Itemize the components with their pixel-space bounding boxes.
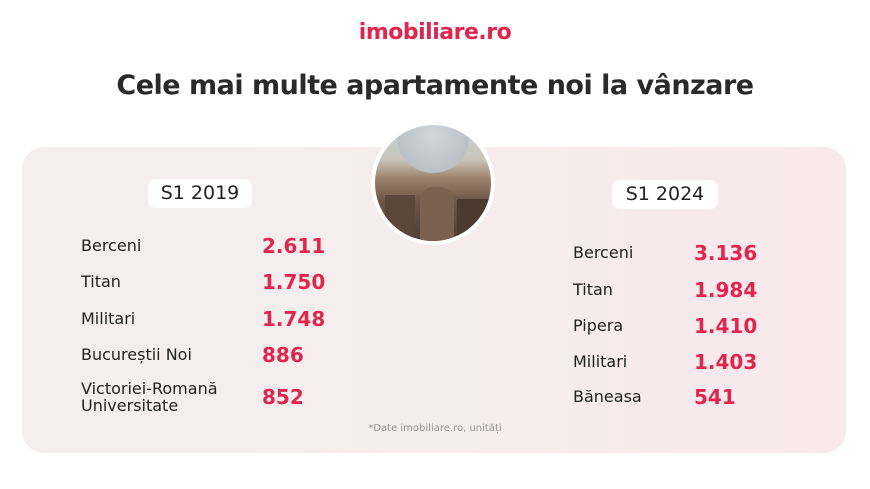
area-name: Titan	[81, 272, 121, 291]
listing-count: 1.750	[262, 270, 326, 294]
listing-count: 541	[694, 385, 736, 409]
area-name: Militari	[573, 352, 628, 371]
listing-count: 1.984	[694, 278, 758, 302]
listing-count: 1.748	[262, 307, 326, 331]
period-badge-2019: S1 2019	[148, 179, 252, 208]
area-name: Titan	[573, 280, 613, 299]
listing-count: 3.136	[694, 241, 758, 265]
listing-count: 2.611	[262, 234, 326, 258]
area-name: Victoriei-Romană Universitate	[81, 379, 218, 415]
area-name: Băneasa	[573, 387, 642, 406]
listing-count: 886	[262, 343, 304, 367]
area-name: Militari	[81, 309, 136, 328]
area-name: Berceni	[573, 243, 634, 262]
listing-count: 852	[262, 385, 304, 409]
footnote: *Date imobiliare.ro, unități	[368, 423, 502, 434]
period-badge-2024: S1 2024	[612, 180, 718, 209]
area-name: Berceni	[81, 236, 142, 255]
page-title: Cele mai multe apartamente noi la vânzar…	[116, 70, 754, 101]
listing-count: 1.403	[694, 350, 758, 374]
brand-logo: imobiliare.ro	[358, 20, 512, 45]
city-aerial-photo	[371, 121, 495, 245]
area-name: Bucureștii Noi	[81, 345, 192, 364]
area-name: Pipera	[573, 316, 624, 335]
listing-count: 1.410	[694, 314, 758, 338]
